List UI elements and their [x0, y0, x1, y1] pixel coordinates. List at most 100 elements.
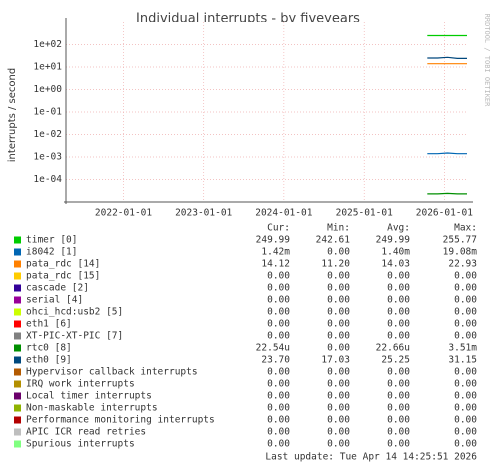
y-tick-label: 1e-04	[33, 174, 62, 185]
stat-value: 1.40m	[381, 247, 410, 258]
stat-value: 14.03	[381, 259, 410, 270]
legend-swatch	[14, 284, 21, 292]
stat-value: 0.00	[267, 379, 290, 390]
stat-value: 3.51m	[448, 343, 477, 354]
stat-value: 0.00	[327, 439, 350, 450]
stat-value: 0.00	[327, 319, 350, 330]
stat-header: Cur:	[267, 223, 290, 234]
legend-swatch	[14, 248, 21, 256]
series-line	[427, 152, 467, 155]
stat-value: 0.00	[327, 391, 350, 402]
legend-swatch	[14, 392, 21, 400]
stat-value: 0.00	[387, 295, 410, 306]
y-tick-label: 1e-02	[33, 129, 62, 140]
stat-value: 0.00	[454, 379, 477, 390]
legend-label: XT-PIC-XT-PIC [7]	[26, 331, 123, 342]
stat-value: 0.00	[454, 283, 477, 294]
legend-label: Spurious interrupts	[26, 439, 135, 450]
stat-header: Avg:	[387, 223, 410, 234]
x-tick-label: 2025-01-01	[336, 208, 393, 219]
legend-swatch	[14, 440, 21, 448]
stat-value: 0.00	[387, 283, 410, 294]
stat-value: 11.20	[321, 259, 350, 270]
stat-value: 0.00	[454, 403, 477, 414]
legend-swatch	[14, 416, 21, 424]
legend-swatch	[14, 344, 21, 352]
stat-value: 0.00	[387, 307, 410, 318]
stat-value: 22.66u	[376, 343, 410, 354]
stat-value: 0.00	[267, 271, 290, 282]
legend-swatch	[14, 368, 21, 376]
stat-value: 0.00	[454, 427, 477, 438]
legend-label: pata_rdc [15]	[26, 271, 100, 282]
legend-swatch	[14, 272, 21, 280]
stat-value: 255.77	[443, 235, 477, 246]
y-tick-label: 1e-03	[33, 152, 62, 163]
y-tick-label: 1e-01	[33, 107, 62, 118]
stat-value: 0.00	[327, 367, 350, 378]
legend-swatch	[14, 356, 21, 364]
legend-label: Hypervisor callback interrupts	[26, 367, 198, 378]
x-tick-label: 2024-01-01	[255, 208, 312, 219]
stat-value: 0.00	[387, 415, 410, 426]
stat-value: 0.00	[267, 439, 290, 450]
stat-value: 249.99	[376, 235, 411, 246]
stat-value: 0.00	[454, 319, 477, 330]
stat-value: 19.08m	[443, 247, 478, 258]
legend-label: Local timer interrupts	[26, 391, 152, 402]
y-tick-label: 1e+01	[33, 62, 62, 73]
x-tick-label: 2023-01-01	[175, 208, 232, 219]
stat-value: 0.00	[387, 271, 410, 282]
stat-value: 0.00	[387, 319, 410, 330]
legend-label: timer [0]	[26, 235, 77, 246]
legend-swatch	[14, 296, 21, 304]
stat-value: 249.99	[256, 235, 291, 246]
legend-label: i8042 [1]	[26, 247, 77, 258]
x-tick-label: 2022-01-01	[95, 208, 152, 219]
legend-label: pata_rdc [14]	[26, 259, 100, 270]
stat-value: 0.00	[454, 271, 477, 282]
stat-value: 0.00	[327, 247, 350, 258]
stat-value: 0.00	[387, 403, 410, 414]
stat-value: 0.00	[327, 295, 350, 306]
x-tick-label: 2026-01-01	[416, 208, 473, 219]
legend-label: serial [4]	[26, 295, 83, 306]
stat-value: 22.93	[448, 259, 477, 270]
stat-value: 0.00	[387, 391, 410, 402]
stat-value: 0.00	[267, 415, 290, 426]
series-line	[427, 56, 467, 59]
legend-label: rtc0 [8]	[26, 343, 72, 354]
legend-swatch	[14, 260, 21, 268]
stat-value: 0.00	[387, 427, 410, 438]
legend-swatch	[14, 428, 21, 436]
legend-label: eth0 [9]	[26, 355, 72, 366]
watermark: RRDTOOL / TOBI OETIKER	[483, 14, 491, 108]
stat-value: 23.70	[261, 355, 290, 366]
stat-value: 22.54u	[256, 343, 290, 354]
stat-value: 0.00	[454, 415, 477, 426]
legend-swatch	[14, 380, 21, 388]
stat-value: 0.00	[454, 439, 477, 450]
stat-value: 0.00	[267, 331, 290, 342]
stat-value: 0.00	[327, 307, 350, 318]
legend-label: ohci_hcd:usb2 [5]	[26, 307, 123, 318]
y-axis-label: interrupts / second	[7, 68, 18, 162]
stat-value: 0.00	[327, 427, 350, 438]
stat-value: 14.12	[261, 259, 290, 270]
legend-label: Non-maskable interrupts	[26, 403, 158, 414]
legend-label: APIC ICR read retries	[26, 427, 146, 438]
legend-swatch	[14, 332, 21, 340]
stat-value: 0.00	[327, 379, 350, 390]
legend-swatch	[14, 320, 21, 328]
stat-value: 0.00	[454, 367, 477, 378]
stat-value: 0.00	[267, 283, 290, 294]
legend-swatch	[14, 236, 21, 244]
stat-value: 0.00	[454, 295, 477, 306]
stat-value: 0.00	[327, 343, 350, 354]
stat-value: 1.42m	[261, 247, 290, 258]
y-tick-label: 1e+00	[33, 84, 62, 95]
stat-value: 0.00	[267, 367, 290, 378]
y-tick-label: 1e+02	[33, 39, 62, 50]
legend-swatch	[14, 308, 21, 316]
